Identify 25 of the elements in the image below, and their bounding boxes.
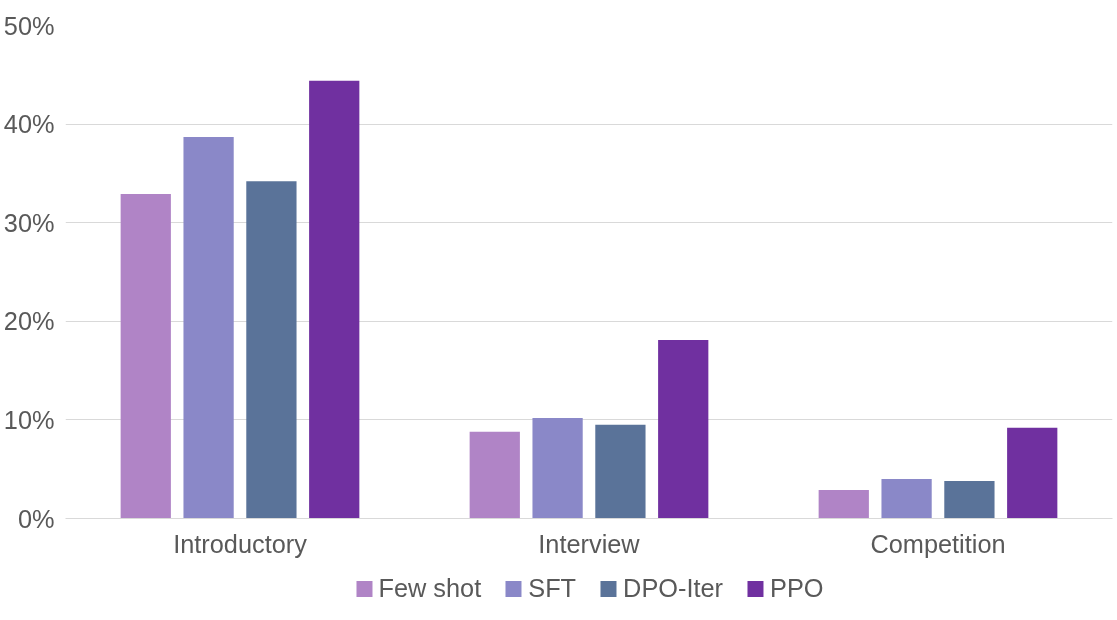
bar <box>944 481 995 519</box>
legend-label: PPO <box>770 573 824 603</box>
x-tick-label: Introductory <box>173 529 308 558</box>
bar <box>881 479 932 519</box>
legend-label: SFT <box>528 573 577 603</box>
legend-label: Few shot <box>378 573 482 603</box>
y-tick-label: 0% <box>17 504 55 533</box>
bar <box>532 417 583 519</box>
bar <box>658 340 709 519</box>
y-tick-label: 40% <box>3 110 55 139</box>
bar <box>246 181 297 519</box>
legend-label: DPO-Iter <box>623 573 724 603</box>
x-tick-label: Interview <box>538 529 641 558</box>
y-tick-label: 50% <box>3 11 55 40</box>
y-tick-label: 20% <box>3 307 55 336</box>
bar <box>183 136 234 519</box>
bar <box>469 431 520 519</box>
y-tick-label: 10% <box>3 405 55 434</box>
y-tick-label: 30% <box>3 208 55 237</box>
x-tick-label: Competition <box>870 529 1006 558</box>
bar <box>120 194 171 519</box>
bar <box>818 489 869 519</box>
bar <box>595 424 646 519</box>
bar <box>1007 427 1058 519</box>
bar <box>309 80 360 519</box>
